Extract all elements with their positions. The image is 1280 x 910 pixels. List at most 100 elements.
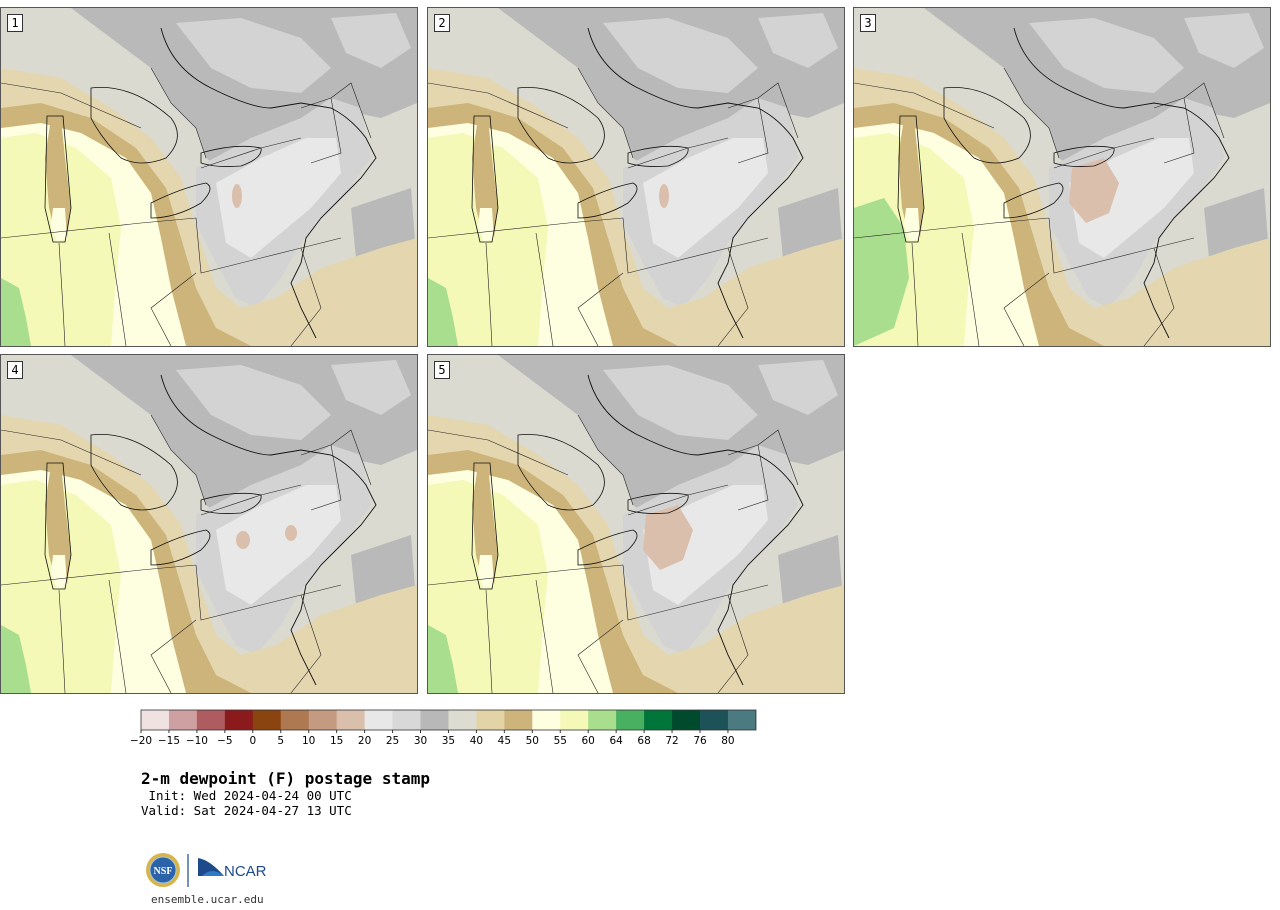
dry-air-region <box>498 355 844 520</box>
map-canvas <box>854 8 1270 346</box>
dry-air-patch <box>331 13 411 68</box>
state-border <box>1153 97 1195 164</box>
state-border <box>150 619 197 693</box>
panel-number: 5 <box>434 361 450 379</box>
colorbar-tick-label: 40 <box>470 735 483 747</box>
lake-erie-outline <box>577 182 638 219</box>
state-border <box>428 564 624 586</box>
init-time: Init: Wed 2024-04-24 00 UTC <box>141 788 352 803</box>
lake-ontario-outline <box>1053 145 1115 167</box>
state-border <box>854 82 995 129</box>
colorbar-tick-label: 30 <box>414 735 427 747</box>
nsf-logo: NSF <box>146 853 180 887</box>
dry-air-patch <box>758 360 838 415</box>
coastline <box>160 374 377 686</box>
very-dry-spot <box>1069 158 1119 223</box>
lake-erie-outline <box>150 529 211 566</box>
colorbar-swatch <box>616 710 645 730</box>
humid-region <box>1 278 31 346</box>
colorbar-swatch <box>448 710 477 730</box>
state-border <box>290 247 322 346</box>
state-border <box>108 579 127 693</box>
humid-region <box>428 625 458 693</box>
coastline <box>1013 27 1230 339</box>
state-border <box>727 97 769 164</box>
state-border <box>428 217 624 239</box>
colorbar-tick-label: 20 <box>358 735 371 747</box>
state-border <box>300 97 342 164</box>
colorbar-swatch <box>392 710 421 730</box>
state-border <box>577 414 634 506</box>
map-canvas <box>428 8 844 346</box>
state-border <box>622 564 769 621</box>
great-lakes-outline <box>517 434 605 511</box>
lake-michigan-south <box>904 208 920 242</box>
colorbar-swatch <box>196 710 226 730</box>
dry-core-inner <box>643 138 768 258</box>
state-border <box>1143 247 1175 346</box>
lake-erie-outline <box>577 529 638 566</box>
state-border <box>300 444 342 511</box>
state-border <box>535 232 554 346</box>
state-border <box>727 444 769 511</box>
title-block: 2-m dewpoint (F) postage stamp Init: Wed… <box>141 769 430 818</box>
state-border <box>577 619 624 693</box>
ncar-logo: NCAR <box>198 858 267 880</box>
colorbar-tick-label: −5 <box>217 735 232 747</box>
state-border <box>757 82 799 139</box>
state-border <box>577 67 634 159</box>
state-border <box>757 429 799 486</box>
colorbar-swatch <box>224 710 254 730</box>
state-border <box>911 242 919 346</box>
colorbar-swatch <box>672 710 701 730</box>
dry-air-patch <box>603 18 758 93</box>
dry-air-region <box>71 8 417 173</box>
lake-michigan-south <box>478 208 494 242</box>
state-border <box>150 67 207 159</box>
very-dry-spot <box>232 184 242 208</box>
colorbar-tick-label: 60 <box>582 735 595 747</box>
great-lakes-outline <box>90 434 178 511</box>
very-dry-spot <box>236 531 250 549</box>
colorbar-tick-label: −10 <box>186 735 208 747</box>
lake-ontario-outline <box>200 492 262 514</box>
colorbar-svg: −20 −15 −10 −5 0 5 10 15 20 25 30 35 40 45 50 55 60 64 68 7… <box>130 709 757 747</box>
state-border <box>108 232 127 346</box>
state-border <box>195 564 342 621</box>
colorbar-swatch <box>252 710 282 730</box>
colorbar-tick-label: 5 <box>277 735 284 747</box>
great-lakes-outline <box>90 87 178 164</box>
great-lakes-outline <box>943 87 1031 164</box>
state-border <box>622 217 769 274</box>
lake-michigan-south <box>478 555 494 589</box>
great-lakes-outline <box>517 87 605 164</box>
svg-text:NCAR: NCAR <box>224 863 267 880</box>
logos: NSF NCAR <box>144 850 284 890</box>
lake-michigan-outline <box>471 462 499 590</box>
colorbar-swatch <box>420 710 449 730</box>
colorbar-swatch <box>560 710 589 730</box>
dry-core-inner <box>216 138 341 258</box>
state-border <box>150 272 197 346</box>
dry-air-patch <box>176 365 331 440</box>
state-border <box>150 414 207 506</box>
map-panel-4: 4 <box>0 354 418 694</box>
state-border <box>1 217 197 239</box>
state-border <box>290 594 322 693</box>
state-border <box>330 429 372 486</box>
panel-number: 1 <box>7 14 23 32</box>
colorbar-swatch <box>280 710 310 730</box>
colorbar-swatch <box>364 710 393 730</box>
colorbar-tick-label: 10 <box>302 735 315 747</box>
site-url: ensemble.ucar.edu <box>151 893 264 906</box>
colorbar-swatch <box>727 710 757 730</box>
valid-time: Valid: Sat 2024-04-27 13 UTC <box>141 803 352 818</box>
colorbar-swatch <box>588 710 617 730</box>
colorbar-tick-label: 45 <box>498 735 511 747</box>
dry-air-patch <box>603 365 758 440</box>
state-border <box>577 272 624 346</box>
humid-region <box>854 198 909 346</box>
state-border <box>195 217 342 274</box>
state-border <box>717 594 749 693</box>
lake-ontario-outline <box>200 145 262 167</box>
